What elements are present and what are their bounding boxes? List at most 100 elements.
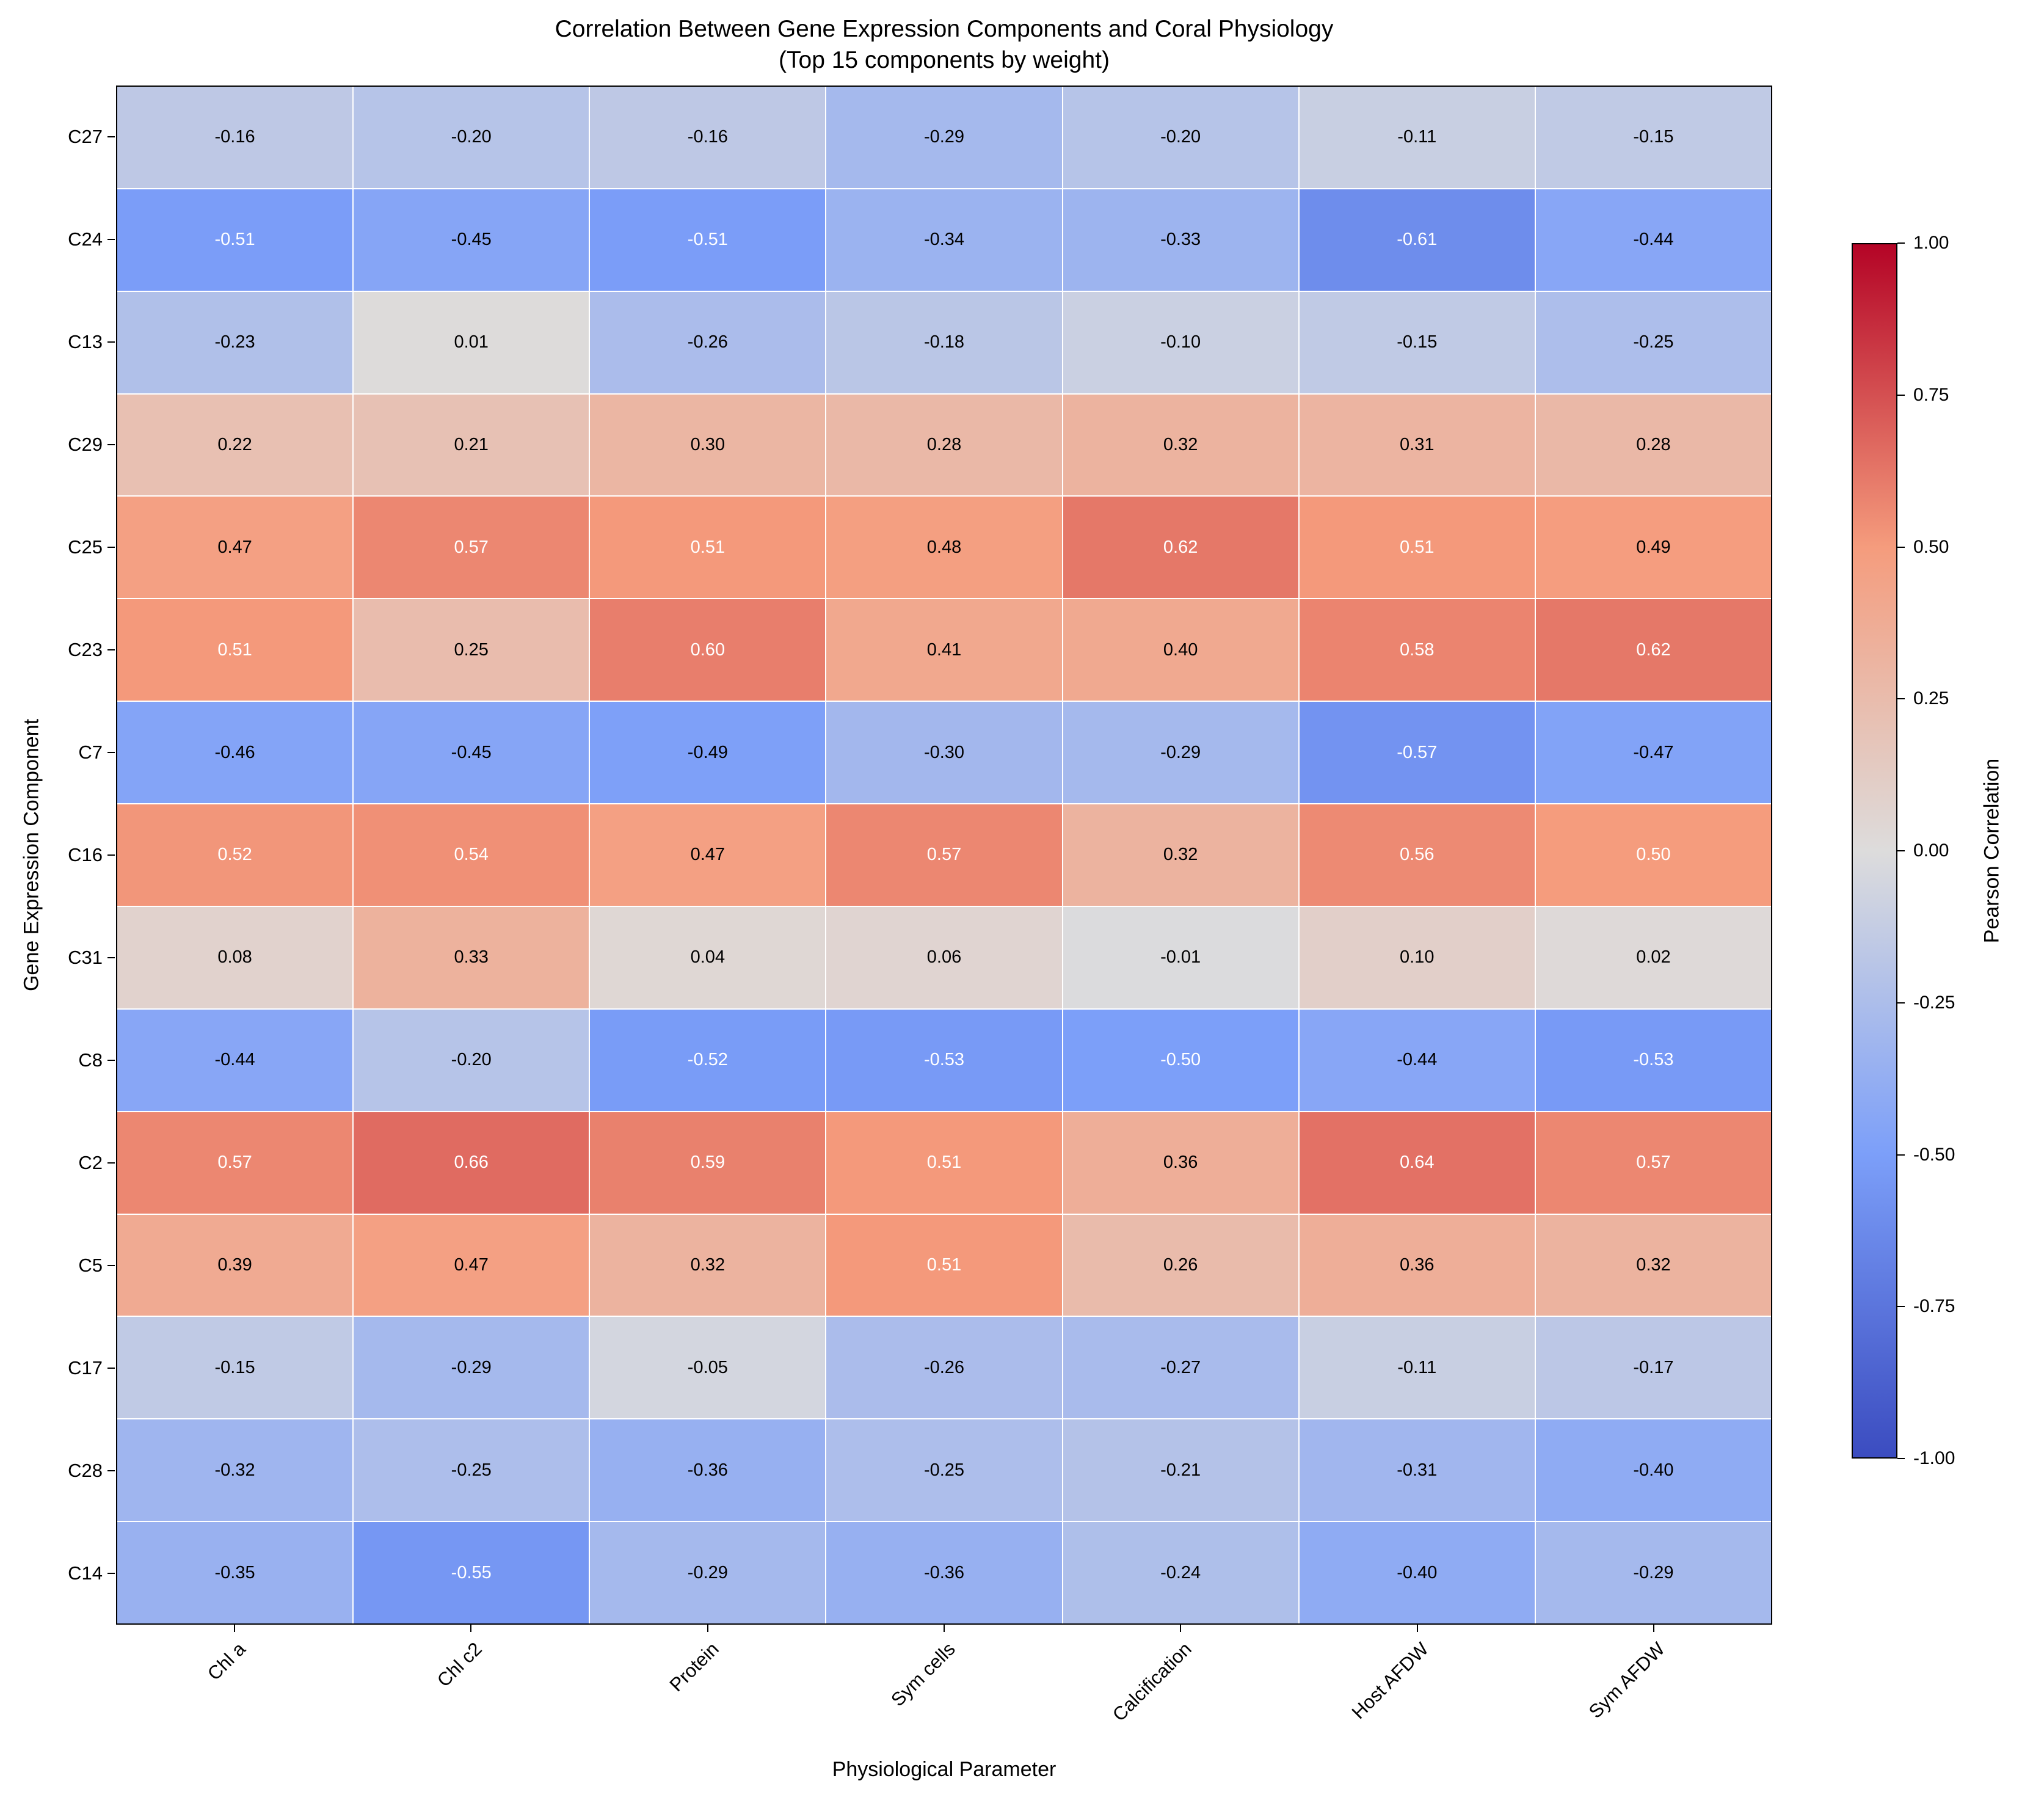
heatmap-cell: -0.18 bbox=[826, 291, 1062, 393]
heatmap-cell: 0.10 bbox=[1299, 906, 1535, 1008]
cell-value: -0.20 bbox=[451, 1050, 492, 1070]
cell-value: 0.62 bbox=[1163, 537, 1198, 557]
cell-value: -0.44 bbox=[214, 1050, 255, 1070]
cell-value: 0.28 bbox=[926, 435, 962, 455]
heatmap-cell: 0.04 bbox=[590, 906, 826, 1008]
heatmap-cell: -0.34 bbox=[826, 189, 1062, 291]
colorbar-tick-mark bbox=[1897, 394, 1905, 396]
cell-value: 0.57 bbox=[1636, 1153, 1671, 1173]
cell-value: -0.15 bbox=[1633, 127, 1674, 147]
cell-value: -0.25 bbox=[1633, 332, 1674, 352]
cell-value: -0.26 bbox=[923, 1357, 965, 1377]
heatmap-cell: 0.47 bbox=[590, 804, 826, 906]
cell-value: -0.57 bbox=[1397, 742, 1438, 762]
cell-value: -0.55 bbox=[451, 1562, 492, 1583]
cell-value: 0.51 bbox=[217, 639, 252, 660]
heatmap-cell: 0.08 bbox=[117, 906, 353, 1008]
y-tick-mark bbox=[107, 444, 115, 445]
cell-value: -0.15 bbox=[214, 1357, 255, 1377]
cell-value: -0.23 bbox=[214, 332, 255, 352]
cell-value: -0.25 bbox=[451, 1460, 492, 1480]
colorbar-tick-label: -0.75 bbox=[1913, 1296, 1955, 1317]
heatmap-cell: 0.32 bbox=[1535, 1214, 1771, 1316]
cell-value: 0.49 bbox=[1636, 537, 1671, 557]
heatmap-cell: -0.47 bbox=[1535, 702, 1771, 804]
heatmap-cell: -0.33 bbox=[1063, 189, 1298, 291]
colorbar-tick-label: 1.00 bbox=[1913, 233, 1949, 253]
cell-value: 0.59 bbox=[690, 1153, 726, 1173]
cell-value: -0.01 bbox=[1160, 947, 1201, 967]
heatmap-cell: -0.29 bbox=[1535, 1522, 1771, 1623]
y-tick-mark bbox=[107, 136, 115, 137]
heatmap-cell: -0.20 bbox=[354, 87, 589, 188]
chart-subtitle: (Top 15 components by weight) bbox=[779, 47, 1110, 74]
heatmap-cell: -0.17 bbox=[1535, 1317, 1771, 1419]
heatmap-cell: -0.15 bbox=[1535, 87, 1771, 188]
y-tick-mark bbox=[107, 854, 115, 856]
heatmap-cell: -0.45 bbox=[354, 189, 589, 291]
colorbar-tick-label: 0.75 bbox=[1913, 384, 1949, 405]
cell-value: -0.18 bbox=[923, 332, 965, 352]
cell-value: -0.17 bbox=[1633, 1357, 1674, 1377]
y-tick-label: C13 bbox=[68, 331, 103, 352]
cell-value: -0.16 bbox=[687, 127, 728, 147]
cell-value: 0.01 bbox=[454, 332, 489, 352]
cell-value: 0.21 bbox=[454, 435, 489, 455]
heatmap-cell: 0.58 bbox=[1299, 599, 1535, 701]
cell-value: 0.31 bbox=[1400, 435, 1435, 455]
cell-value: 0.54 bbox=[454, 845, 489, 865]
cell-value: 0.39 bbox=[217, 1255, 252, 1275]
colorbar-tick-mark bbox=[1897, 1154, 1905, 1156]
y-tick-label: C8 bbox=[78, 1049, 103, 1071]
heatmap-cell: 0.52 bbox=[117, 804, 353, 906]
cell-value: 0.36 bbox=[1400, 1255, 1435, 1275]
cell-value: 0.58 bbox=[1400, 639, 1435, 660]
heatmap-cell: 0.32 bbox=[590, 1214, 826, 1316]
cell-value: 0.47 bbox=[690, 845, 726, 865]
heatmap-cell: -0.10 bbox=[1063, 291, 1298, 393]
colorbar-tick-label: 0.50 bbox=[1913, 536, 1949, 557]
cell-value: -0.52 bbox=[687, 1050, 728, 1070]
heatmap-cell: 0.01 bbox=[354, 291, 589, 393]
cell-value: 0.30 bbox=[690, 435, 726, 455]
heatmap-cell: -0.24 bbox=[1063, 1522, 1298, 1623]
y-tick-mark bbox=[107, 752, 115, 753]
cell-value: -0.50 bbox=[1160, 1050, 1201, 1070]
cell-value: 0.57 bbox=[454, 537, 489, 557]
cell-value: -0.31 bbox=[1397, 1460, 1438, 1480]
y-tick-mark bbox=[107, 1368, 115, 1369]
heatmap-cell: 0.21 bbox=[354, 394, 589, 496]
cell-value: 0.08 bbox=[217, 947, 252, 967]
heatmap-cell: 0.62 bbox=[1535, 599, 1771, 701]
heatmap-cell: -0.26 bbox=[826, 1317, 1062, 1419]
heatmap-cell: -0.44 bbox=[1299, 1009, 1535, 1111]
heatmap-cell: -0.20 bbox=[1063, 87, 1298, 188]
colorbar-tick-label: 0.00 bbox=[1913, 840, 1949, 861]
cell-value: -0.35 bbox=[214, 1562, 255, 1583]
heatmap-cell: 0.26 bbox=[1063, 1214, 1298, 1316]
y-tick-mark bbox=[107, 239, 115, 240]
cell-value: -0.44 bbox=[1397, 1050, 1438, 1070]
heatmap-cell: -0.30 bbox=[826, 702, 1062, 804]
x-tick-mark bbox=[1180, 1625, 1182, 1632]
heatmap-cell: -0.31 bbox=[1299, 1419, 1535, 1521]
heatmap-cell: 0.51 bbox=[826, 1214, 1062, 1316]
cell-value: 0.25 bbox=[454, 639, 489, 660]
heatmap-cell: -0.44 bbox=[117, 1009, 353, 1111]
colorbar-tick-mark bbox=[1897, 698, 1905, 700]
cell-value: -0.05 bbox=[687, 1357, 728, 1377]
cell-value: -0.44 bbox=[1633, 230, 1674, 250]
colorbar-tick-label: 0.25 bbox=[1913, 688, 1949, 709]
cell-value: 0.32 bbox=[1163, 435, 1198, 455]
x-tick-label: Protein bbox=[665, 1638, 723, 1696]
cell-value: 0.47 bbox=[217, 537, 252, 557]
x-axis-label: Physiological Parameter bbox=[832, 1758, 1057, 1781]
heatmap-cell: 0.39 bbox=[117, 1214, 353, 1316]
cell-value: 0.22 bbox=[217, 435, 252, 455]
cell-value: -0.16 bbox=[214, 127, 255, 147]
cell-value: -0.29 bbox=[923, 127, 965, 147]
cell-value: 0.47 bbox=[454, 1255, 489, 1275]
heatmap-cell: -0.15 bbox=[117, 1317, 353, 1419]
heatmap-cell: 0.32 bbox=[1063, 394, 1298, 496]
heatmap-cell: -0.45 bbox=[354, 702, 589, 804]
